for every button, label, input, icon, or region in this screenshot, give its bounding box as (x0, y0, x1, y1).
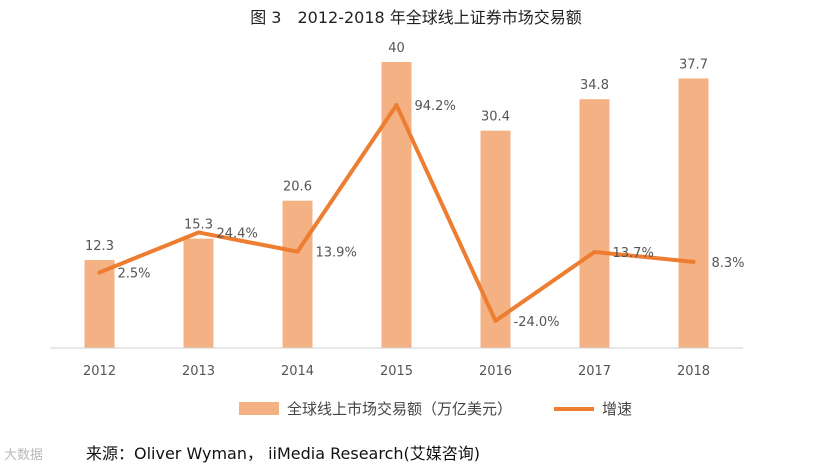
growth-point-2018 (691, 259, 696, 264)
bar-value-labels: 12.3 15.3 20.6 40 30.4 34.8 37.7 (85, 41, 708, 254)
growth-label-2016: -24.0% (514, 315, 560, 330)
bar-label-2017: 34.8 (580, 78, 609, 93)
growth-point-2012 (97, 270, 102, 275)
x-tick-2013: 2013 (182, 364, 215, 379)
x-tick-2016: 2016 (479, 364, 512, 379)
bar-label-2018: 37.7 (679, 57, 708, 72)
watermark: 大数据 (4, 448, 44, 463)
bar-label-2016: 30.4 (481, 110, 510, 125)
legend-line-label: 增速 (602, 400, 632, 418)
growth-point-2017 (592, 249, 597, 254)
bar-2017 (579, 99, 610, 349)
bar-label-2013: 15.3 (184, 218, 213, 233)
growth-label-2013: 24.4% (217, 226, 258, 241)
growth-point-2016 (493, 318, 498, 323)
x-tick-2017: 2017 (578, 364, 611, 379)
legend: 全球线上市场交易额（万亿美元） 增速 (239, 400, 632, 418)
growth-label-2012: 2.5% (118, 266, 151, 281)
growth-label-2017: 13.7% (613, 246, 654, 261)
growth-value-labels: 2.5% 24.4% 13.9% 94.2% -24.0% 13.7% 8.3% (118, 99, 745, 330)
bar-label-2015: 40 (388, 41, 405, 56)
bar-2018 (678, 78, 709, 348)
bar-label-2012: 12.3 (85, 239, 114, 254)
x-tick-2015: 2015 (380, 364, 413, 379)
x-tick-2018: 2018 (677, 364, 710, 379)
growth-label-2018: 8.3% (712, 256, 745, 271)
source-note: 来源：Oliver Wyman， iiMedia Research(艾媒咨询) (86, 444, 480, 463)
legend-bar-swatch (239, 402, 279, 415)
bar-2013 (183, 238, 214, 348)
bar-2012 (84, 260, 115, 348)
growth-label-2015: 94.2% (415, 99, 456, 114)
x-tick-labels: 2012 2013 2014 2015 2016 2017 2018 (83, 364, 710, 379)
growth-label-2014: 13.9% (316, 246, 357, 261)
x-tick-2014: 2014 (281, 364, 314, 379)
x-tick-2012: 2012 (83, 364, 116, 379)
growth-point-2013 (196, 230, 201, 235)
bar-2014 (282, 200, 313, 348)
legend-bar-label: 全球线上市场交易额（万亿美元） (287, 400, 512, 418)
growth-point-2015 (394, 103, 399, 108)
growth-line-series (97, 103, 696, 323)
bar-label-2014: 20.6 (283, 180, 312, 195)
chart-title: 图 3 2012-2018 年全球线上证券市场交易额 (250, 8, 582, 27)
growth-point-2014 (295, 249, 300, 254)
